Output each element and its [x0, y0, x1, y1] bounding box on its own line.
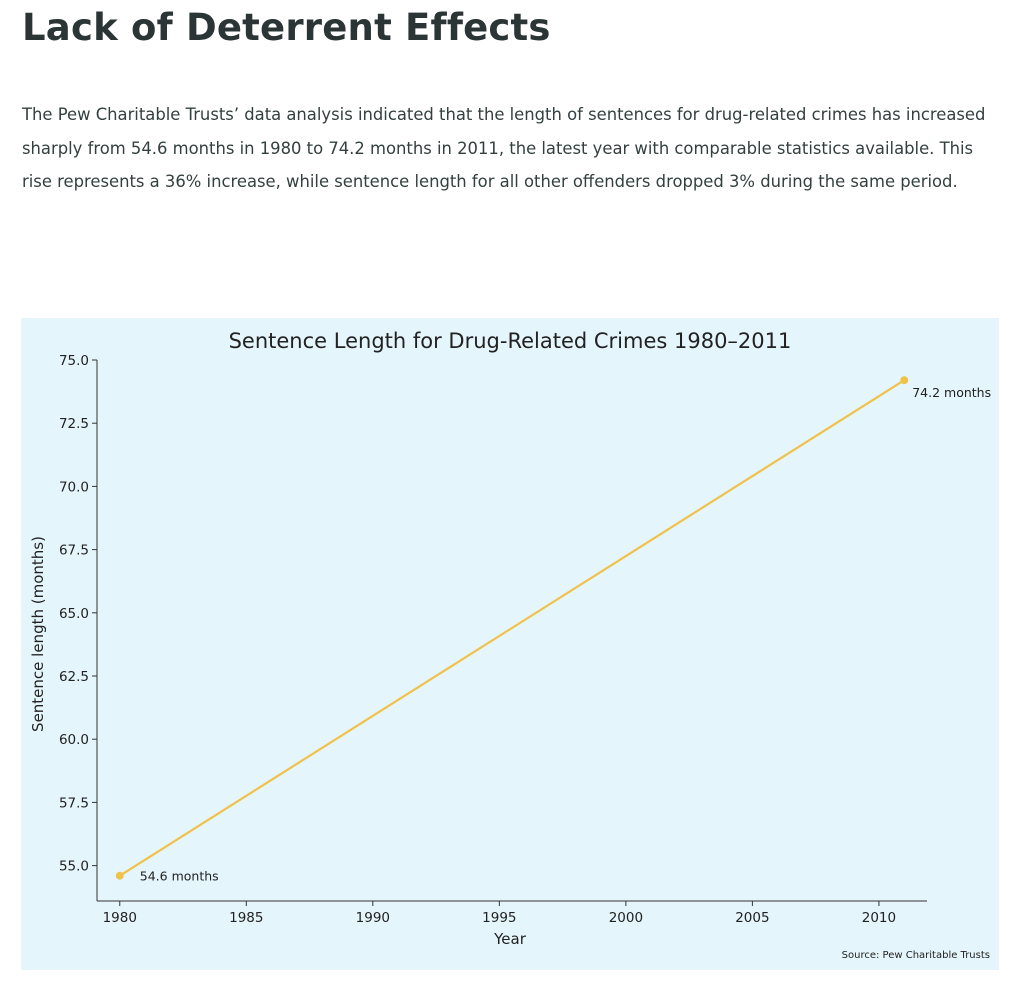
- y-tick-label: 60.0: [59, 732, 89, 748]
- y-tick-label: 55.0: [59, 859, 89, 875]
- chart-axes: 55.0 57.5 60.0 62.5 65.0 67.5 70.0 72.5 75.0 1980…: [59, 353, 927, 926]
- x-tick-label: 2010: [862, 910, 896, 926]
- x-tick-label: 2000: [609, 910, 643, 926]
- source-note: Source: Pew Charitable Trusts: [842, 950, 990, 961]
- article-paragraph: The Pew Charitable Trusts’ data analysis…: [22, 105, 986, 191]
- chart-panel: Sentence Length for Drug-Related Crimes …: [21, 318, 999, 970]
- chart-series: 54.6 months 74.2 months: [115, 376, 991, 884]
- x-tick-label: 2005: [735, 910, 769, 926]
- y-axis-label: Sentence length (months): [29, 536, 47, 732]
- x-axis-label: Year: [493, 930, 527, 948]
- data-label: 74.2 months: [912, 385, 991, 400]
- y-tick-label: 62.5: [59, 669, 89, 685]
- y-tick-label: 75.0: [59, 353, 89, 369]
- x-tick-label: 1985: [229, 910, 263, 926]
- data-point: [900, 376, 909, 385]
- y-tick-label: 57.5: [59, 795, 89, 811]
- article-title: Lack of Deterrent Effects: [22, 6, 551, 49]
- y-tick-label: 72.5: [59, 416, 89, 432]
- chart-title: Sentence Length for Drug-Related Crimes …: [229, 329, 792, 353]
- sentence-length-chart: Sentence Length for Drug-Related Crimes …: [29, 329, 991, 961]
- y-tick-label: 67.5: [59, 543, 89, 559]
- x-tick-label: 1980: [103, 910, 137, 926]
- x-tick-label: 1990: [356, 910, 390, 926]
- series-line: [119, 379, 905, 877]
- y-tick-label: 70.0: [59, 479, 89, 495]
- y-tick-label: 65.0: [59, 606, 89, 622]
- x-tick-label: 1995: [482, 910, 516, 926]
- data-point: [115, 871, 124, 880]
- data-label: 54.6 months: [140, 869, 219, 884]
